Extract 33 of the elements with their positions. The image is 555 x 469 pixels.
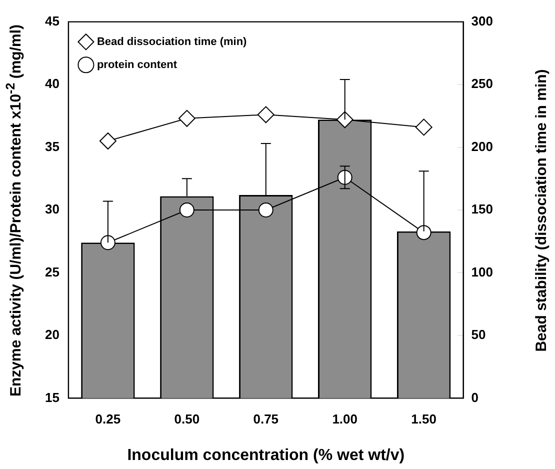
legend-label: protein content: [96, 58, 178, 71]
point: [416, 225, 432, 240]
y-tick-label: 15: [44, 390, 60, 405]
point: [336, 111, 354, 128]
y2-tick-label: 200: [471, 138, 494, 154]
x-tick-label: 0.75: [253, 412, 279, 427]
x-tick-label: 1.50: [411, 412, 436, 427]
x-tick-label: 1.00: [332, 412, 358, 427]
y2-tick-label: 100: [471, 264, 494, 280]
point: [179, 202, 194, 218]
point: [337, 170, 352, 185]
point: [415, 118, 432, 136]
y2-tick-label: 0: [471, 390, 479, 405]
y-tick-label: 45: [44, 13, 60, 28]
x-tick-label: 0.50: [174, 412, 200, 427]
point: [258, 202, 274, 218]
legend-label: Bead dissociation time (min): [96, 36, 248, 48]
y-tick-label: 30: [44, 202, 60, 217]
point: [178, 110, 196, 127]
y-tick-label: 25: [44, 264, 60, 280]
point: [100, 235, 116, 250]
y2-axis-title: Bead stability (dissociation time in min): [532, 68, 550, 352]
point: [99, 132, 116, 150]
y2-tick-label: 150: [471, 202, 494, 217]
y-tick-label: 40: [44, 76, 60, 92]
y-tick-label: 35: [44, 138, 60, 154]
y2-tick-label: 300: [471, 13, 494, 28]
point: [257, 106, 274, 124]
x-tick-label: 0.25: [95, 412, 121, 427]
y-tick-label: 20: [44, 327, 60, 342]
x-axis-title: Inoculum concentration (% wet wt/v): [127, 446, 405, 464]
y2-tick-label: 250: [471, 76, 494, 92]
y2-tick-label: 50: [471, 327, 486, 342]
